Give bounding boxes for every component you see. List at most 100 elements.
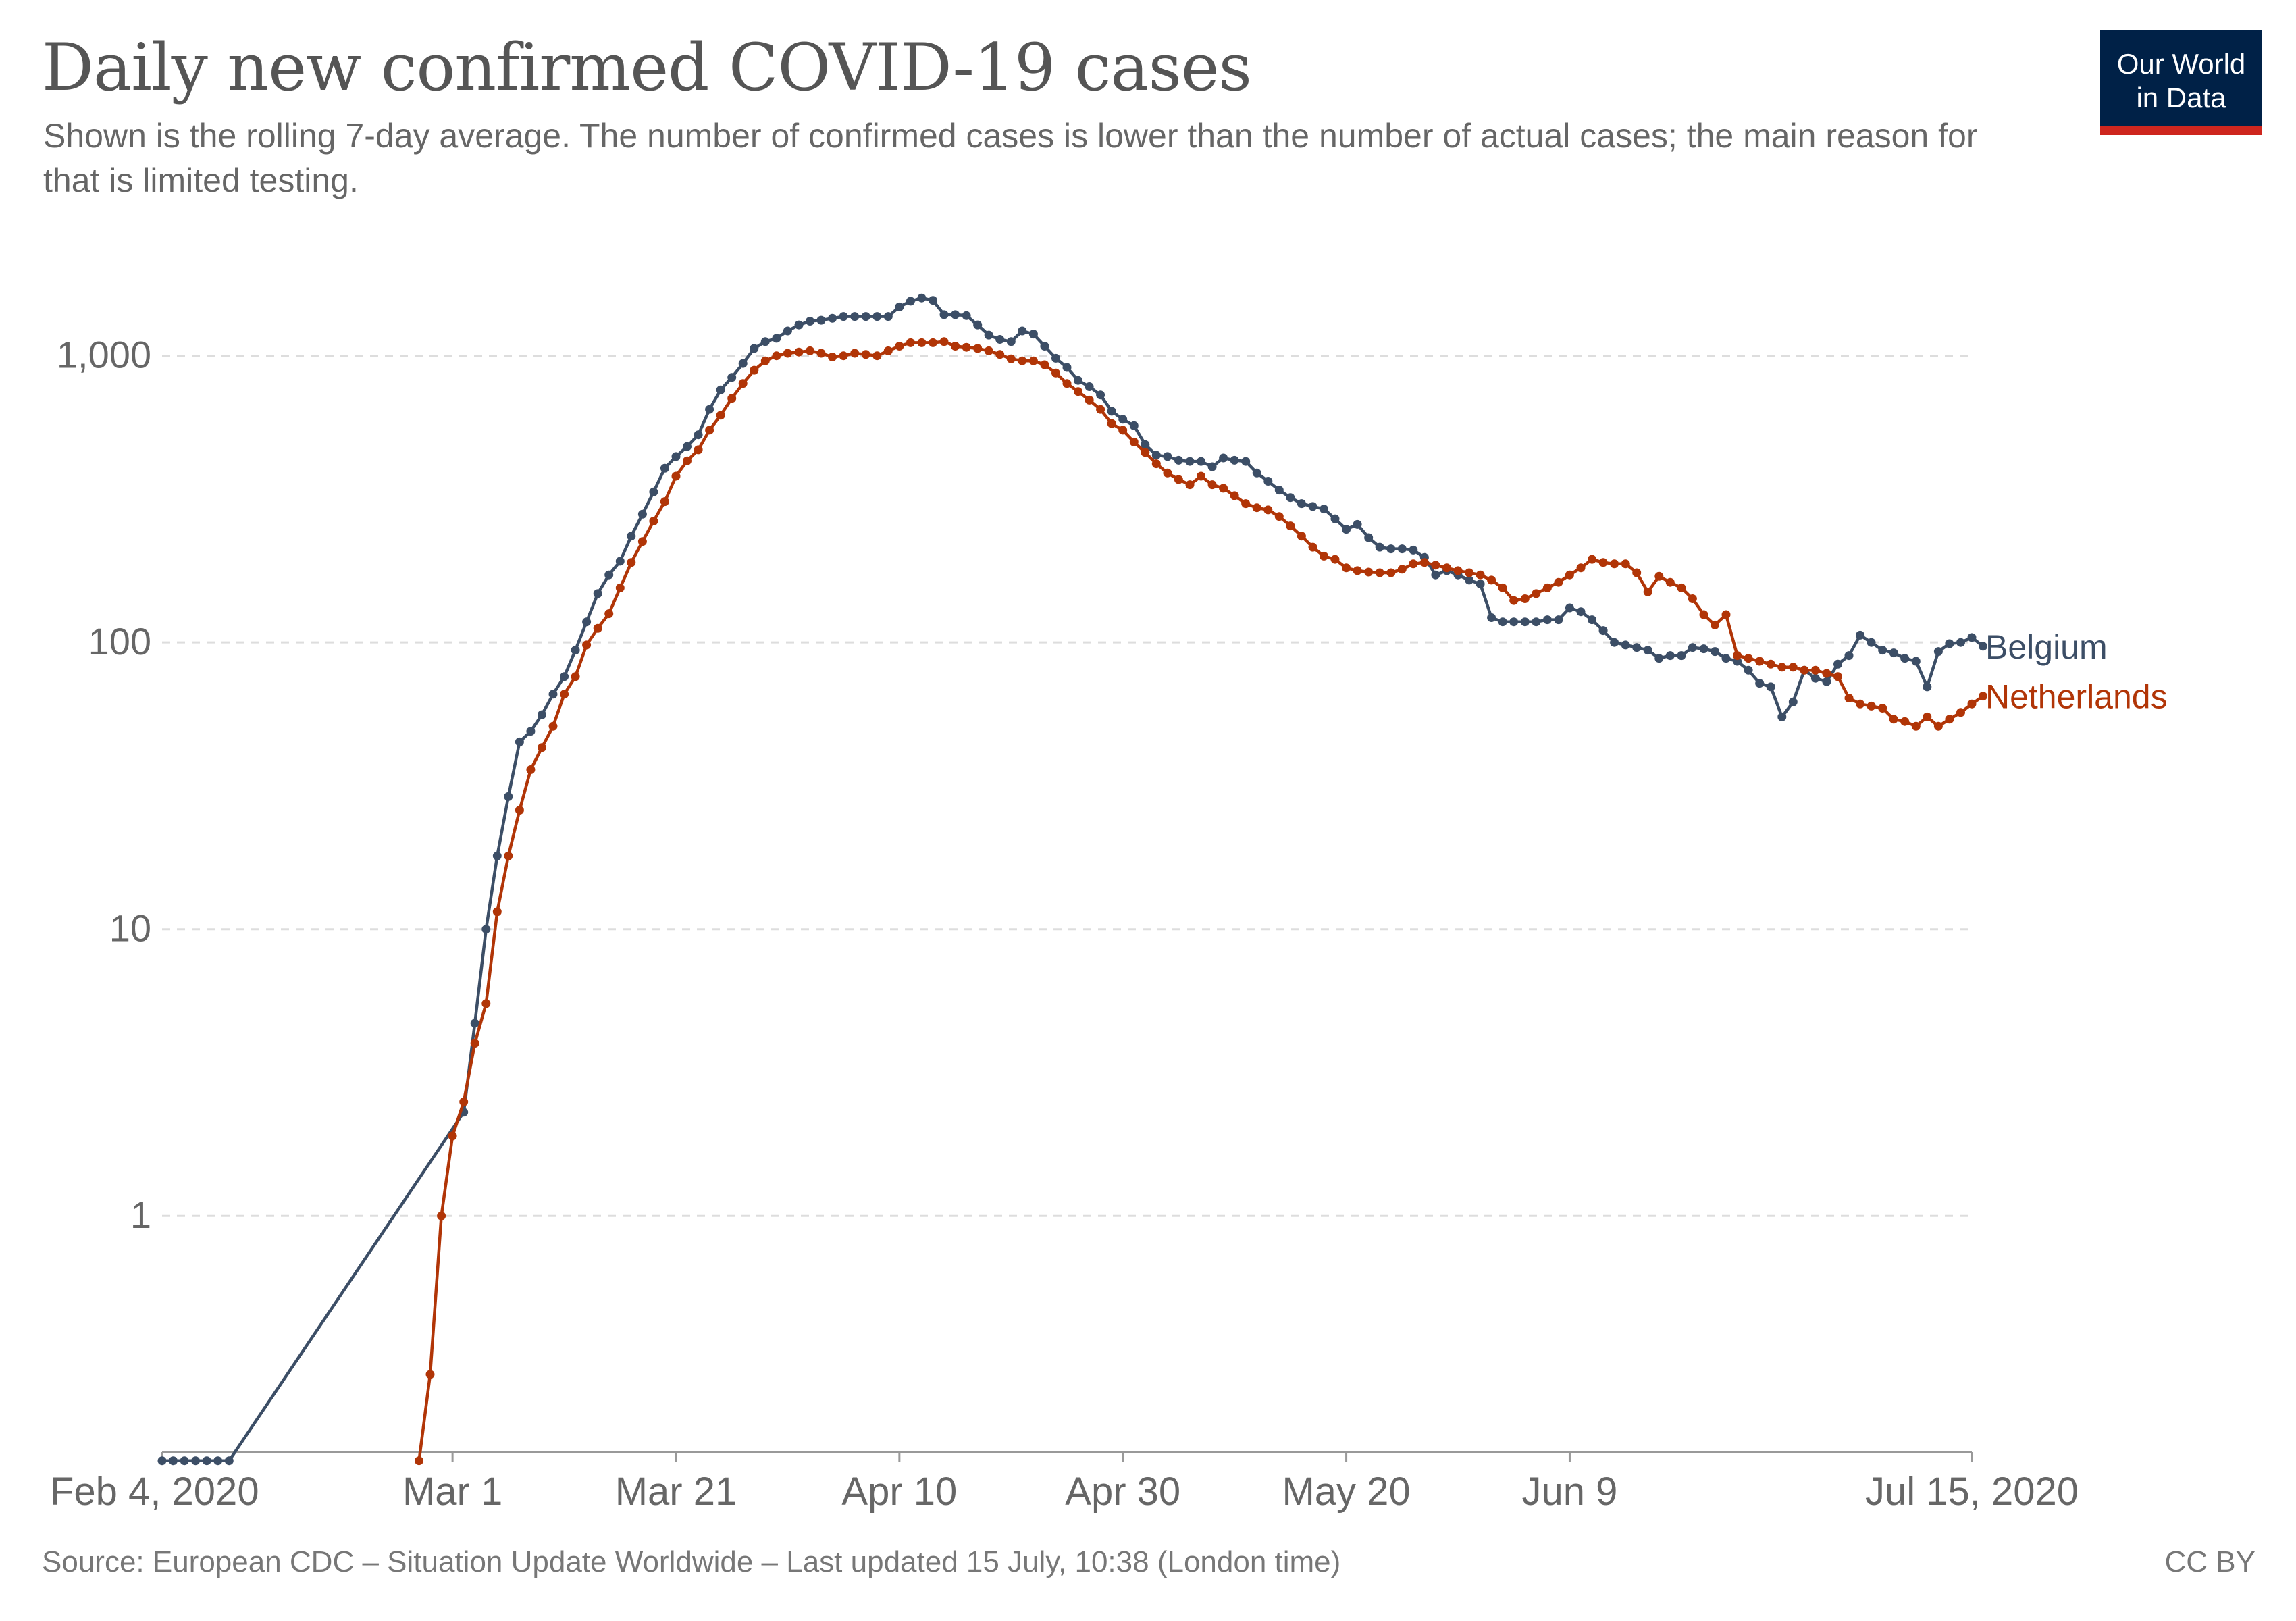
data-point[interactable] [224, 1456, 234, 1466]
data-point[interactable] [906, 338, 915, 347]
data-point[interactable] [1632, 643, 1642, 652]
data-point[interactable] [1062, 379, 1072, 388]
data-point[interactable] [1185, 480, 1195, 490]
data-point[interactable] [1856, 630, 1865, 640]
data-point[interactable] [1252, 468, 1261, 478]
data-point[interactable] [1342, 563, 1351, 573]
data-point[interactable] [1498, 617, 1507, 627]
license-link[interactable]: CC BY [2164, 1545, 2255, 1578]
data-point[interactable] [1911, 721, 1921, 731]
data-point[interactable] [1397, 544, 1407, 554]
data-point[interactable] [1532, 589, 1541, 598]
data-point[interactable] [850, 312, 860, 321]
data-point[interactable] [1933, 721, 1943, 731]
data-point[interactable] [213, 1456, 223, 1466]
data-point[interactable] [492, 907, 502, 917]
data-point[interactable] [760, 356, 770, 365]
data-point[interactable] [1643, 587, 1652, 596]
data-point[interactable] [504, 851, 513, 860]
data-point[interactable] [1028, 356, 1038, 365]
data-point[interactable] [962, 311, 971, 320]
data-point[interactable] [806, 317, 814, 326]
data-point[interactable] [906, 297, 915, 306]
data-point[interactable] [515, 737, 524, 746]
data-point[interactable] [806, 346, 814, 355]
data-point[interactable] [1141, 440, 1150, 449]
data-point[interactable] [1207, 480, 1217, 490]
data-point[interactable] [1967, 699, 1977, 709]
data-point[interactable] [1342, 525, 1351, 534]
data-point[interactable] [783, 349, 792, 358]
data-point[interactable] [1643, 646, 1652, 655]
data-point[interactable] [962, 342, 971, 352]
data-point[interactable] [604, 570, 614, 580]
data-point[interactable] [1788, 697, 1798, 706]
data-point[interactable] [560, 690, 569, 699]
data-point[interactable] [1197, 471, 1205, 481]
data-point[interactable] [1230, 491, 1239, 500]
data-point[interactable] [750, 344, 759, 353]
data-point[interactable] [1040, 342, 1049, 351]
data-point[interactable] [1766, 659, 1775, 669]
data-point[interactable] [1353, 519, 1362, 529]
data-point[interactable] [1509, 617, 1519, 627]
data-point[interactable] [1219, 484, 1228, 493]
data-point[interactable] [615, 557, 625, 566]
data-point[interactable] [1074, 376, 1082, 385]
data-point[interactable] [995, 350, 1005, 359]
data-point[interactable] [1197, 457, 1205, 466]
data-point[interactable] [1833, 672, 1842, 681]
data-point[interactable] [1241, 457, 1251, 466]
data-point[interactable] [1889, 648, 1898, 658]
data-point[interactable] [1810, 673, 1820, 683]
data-point[interactable] [917, 338, 927, 347]
data-point[interactable] [1028, 330, 1038, 339]
data-point[interactable] [1163, 468, 1172, 478]
data-point[interactable] [1320, 551, 1328, 561]
data-point[interactable] [202, 1456, 211, 1466]
data-point[interactable] [1598, 558, 1608, 567]
data-point[interactable] [1554, 615, 1563, 625]
data-point[interactable] [1699, 610, 1708, 619]
data-point[interactable] [180, 1456, 189, 1466]
data-point[interactable] [1733, 651, 1742, 661]
data-point[interactable] [1777, 663, 1787, 672]
data-point[interactable] [526, 765, 536, 774]
data-point[interactable] [1364, 533, 1374, 542]
data-point[interactable] [1576, 607, 1586, 617]
data-point[interactable] [1364, 567, 1374, 577]
data-point[interactable] [1520, 594, 1530, 603]
data-point[interactable] [1900, 654, 1910, 663]
data-point[interactable] [683, 456, 692, 465]
data-point[interactable] [548, 721, 558, 731]
data-point[interactable] [716, 385, 725, 394]
data-point[interactable] [1252, 503, 1261, 513]
data-point[interactable] [582, 640, 592, 650]
data-point[interactable] [481, 999, 491, 1008]
data-point[interactable] [560, 672, 569, 681]
data-point[interactable] [1431, 561, 1440, 570]
data-point[interactable] [1453, 566, 1463, 575]
data-point[interactable] [1755, 657, 1765, 666]
data-point[interactable] [917, 293, 927, 303]
data-point[interactable] [649, 487, 658, 496]
data-point[interactable] [1498, 583, 1507, 592]
data-point[interactable] [1297, 499, 1306, 509]
data-point[interactable] [1933, 647, 1943, 657]
data-point[interactable] [1308, 542, 1317, 552]
data-point[interactable] [1219, 453, 1228, 463]
data-point[interactable] [593, 589, 602, 598]
data-point[interactable] [1755, 679, 1765, 688]
data-point[interactable] [760, 337, 770, 346]
data-point[interactable] [1923, 712, 1932, 721]
data-point[interactable] [1777, 712, 1787, 721]
data-point[interactable] [1241, 499, 1251, 509]
data-point[interactable] [1151, 451, 1161, 460]
data-point[interactable] [984, 330, 993, 340]
data-point[interactable] [694, 430, 703, 440]
data-point[interactable] [515, 806, 524, 815]
data-point[interactable] [1040, 360, 1049, 369]
data-point[interactable] [1018, 326, 1027, 336]
data-point[interactable] [1833, 659, 1842, 669]
data-point[interactable] [738, 379, 748, 388]
